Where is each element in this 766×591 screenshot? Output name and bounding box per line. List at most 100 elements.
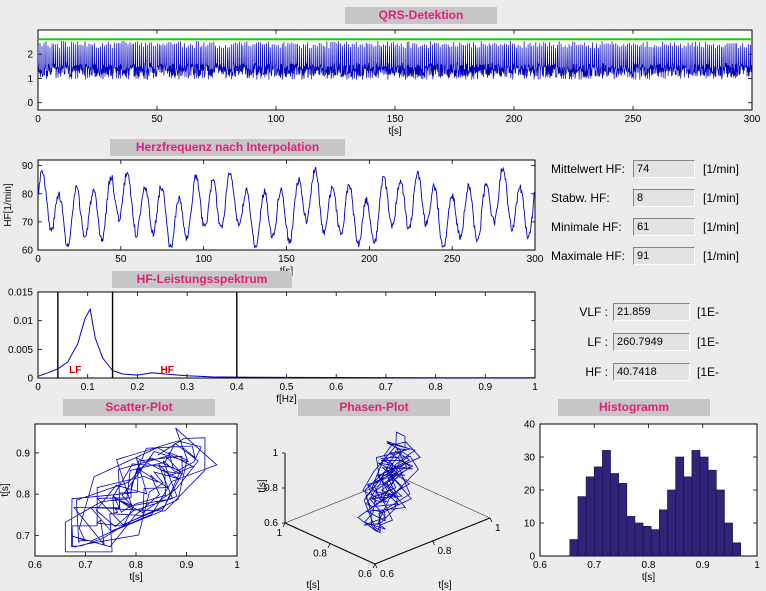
svg-text:1: 1 bbox=[495, 523, 501, 534]
phase-panel-title: Phasen-Plot bbox=[298, 399, 450, 416]
heart-rate-panel-title: Herzfrequenz nach Interpolation bbox=[110, 139, 345, 156]
lf-label: LF : bbox=[587, 334, 608, 349]
std-hf-row: Stabw. HF: 8 [1/min] bbox=[551, 188, 740, 207]
svg-text:250: 250 bbox=[444, 254, 461, 265]
svg-text:250: 250 bbox=[625, 114, 642, 125]
svg-text:300: 300 bbox=[744, 114, 761, 125]
vlf-value: 21.859 bbox=[617, 305, 651, 318]
max-hf-label: Maximale HF: bbox=[551, 248, 626, 263]
svg-text:30: 30 bbox=[524, 453, 536, 464]
svg-text:0.4: 0.4 bbox=[230, 382, 244, 393]
svg-text:0.8: 0.8 bbox=[438, 546, 452, 557]
svg-text:1: 1 bbox=[234, 560, 240, 571]
svg-text:0: 0 bbox=[27, 374, 33, 385]
phase-plot-chart: 0.6 0.6 0.6 0.8 0.8 0.8 1 1 1 t[s] t[s] t[s] bbox=[257, 431, 501, 591]
mean-hf-value: 74 bbox=[637, 162, 650, 175]
hf-power-label: HF : bbox=[585, 364, 608, 379]
svg-text:0.005: 0.005 bbox=[8, 345, 33, 356]
svg-text:f[Hz]: f[Hz] bbox=[276, 394, 297, 405]
hf-power-unit: [1E- bbox=[697, 364, 720, 379]
std-hf-field[interactable]: 8 bbox=[633, 188, 695, 207]
svg-text:0.8: 0.8 bbox=[313, 549, 327, 560]
svg-text:40: 40 bbox=[524, 420, 536, 431]
heart-rate-chart: 05010015020025030060708090t[s]HF[1/min] bbox=[3, 159, 544, 277]
svg-text:0: 0 bbox=[35, 254, 41, 265]
mean-hf-label: Mittelwert HF: bbox=[551, 161, 626, 176]
svg-text:0.1: 0.1 bbox=[81, 382, 95, 393]
svg-text:t[s]: t[s] bbox=[129, 572, 143, 583]
svg-text:0.7: 0.7 bbox=[587, 560, 601, 571]
svg-text:HF: HF bbox=[161, 365, 174, 376]
max-hf-unit: [1/min] bbox=[703, 248, 740, 263]
max-hf-field[interactable]: 91 bbox=[633, 246, 695, 265]
svg-text:150: 150 bbox=[387, 114, 404, 125]
std-hf-value: 8 bbox=[637, 191, 644, 204]
svg-text:300: 300 bbox=[527, 254, 544, 265]
vlf-field[interactable]: 21.859 bbox=[613, 302, 690, 321]
svg-text:0.6: 0.6 bbox=[329, 382, 343, 393]
svg-text:0.6: 0.6 bbox=[358, 569, 372, 580]
qrs-panel-title: QRS-Detektion bbox=[345, 7, 497, 24]
svg-text:50: 50 bbox=[151, 114, 163, 125]
lf-value: 260.7949 bbox=[617, 335, 663, 348]
max-hf-row: Maximale HF: 91 [1/min] bbox=[551, 246, 740, 265]
std-hf-unit: [1/min] bbox=[703, 190, 740, 205]
min-hf-value: 61 bbox=[637, 220, 650, 233]
mean-hf-row: Mittelwert HF: 74 [1/min] bbox=[551, 159, 739, 178]
mean-hf-field[interactable]: 74 bbox=[633, 159, 695, 178]
svg-text:1: 1 bbox=[27, 74, 33, 85]
hf-power-value: 40.7418 bbox=[617, 365, 657, 378]
svg-text:200: 200 bbox=[506, 114, 523, 125]
svg-text:1: 1 bbox=[754, 560, 760, 571]
svg-text:t[s]: t[s] bbox=[438, 580, 452, 591]
svg-text:0.6: 0.6 bbox=[264, 518, 278, 529]
svg-text:0.8: 0.8 bbox=[642, 560, 656, 571]
lf-unit: [1E- bbox=[697, 334, 720, 349]
svg-text:0: 0 bbox=[35, 382, 41, 393]
histogram-panel-title: Histogramm bbox=[558, 399, 710, 416]
svg-text:1: 1 bbox=[276, 528, 282, 539]
qrs-detection-chart: 0 50 100 150 200 250 300 0 1 2 t[s] bbox=[27, 29, 761, 137]
svg-text:0.9: 0.9 bbox=[16, 448, 30, 459]
lf-row: LF : 260.7949 [1E- bbox=[558, 332, 720, 351]
scatter-panel-title: Scatter-Plot bbox=[63, 399, 215, 416]
vlf-unit: [1E- bbox=[697, 304, 720, 319]
svg-text:90: 90 bbox=[22, 161, 34, 172]
hf-power-field[interactable]: 40.7418 bbox=[613, 362, 690, 381]
svg-text:100: 100 bbox=[195, 254, 212, 265]
svg-text:0.01: 0.01 bbox=[14, 316, 34, 327]
vlf-row: VLF : 21.859 [1E- bbox=[558, 302, 720, 321]
svg-text:0.3: 0.3 bbox=[180, 382, 194, 393]
vlf-label: VLF : bbox=[579, 304, 608, 319]
svg-text:t[s]: t[s] bbox=[257, 479, 268, 493]
lf-field[interactable]: 260.7949 bbox=[613, 332, 690, 351]
svg-text:0.7: 0.7 bbox=[79, 560, 93, 571]
min-hf-label: Minimale HF: bbox=[551, 219, 622, 234]
svg-text:0: 0 bbox=[27, 98, 33, 109]
scatter-plot-chart: 0.6 0.7 0.8 0.9 1 0.7 0.8 0.9 t[s] t[s] bbox=[0, 423, 240, 583]
svg-text:0.8: 0.8 bbox=[264, 483, 278, 494]
svg-text:t[s]: t[s] bbox=[306, 580, 320, 591]
svg-text:0.7: 0.7 bbox=[16, 531, 30, 542]
svg-text:0.9: 0.9 bbox=[478, 382, 492, 393]
svg-text:0.8: 0.8 bbox=[429, 382, 443, 393]
svg-text:0: 0 bbox=[35, 114, 41, 125]
svg-text:200: 200 bbox=[361, 254, 378, 265]
svg-text:HF[1/min]: HF[1/min] bbox=[3, 183, 14, 227]
svg-text:0.7: 0.7 bbox=[379, 382, 393, 393]
svg-text:LF: LF bbox=[69, 365, 81, 376]
svg-text:0.015: 0.015 bbox=[8, 288, 33, 299]
svg-text:80: 80 bbox=[22, 189, 34, 200]
hf-power-row: HF : 40.7418 [1E- bbox=[558, 362, 720, 381]
svg-text:0: 0 bbox=[529, 552, 535, 563]
svg-text:150: 150 bbox=[278, 254, 295, 265]
min-hf-unit: [1/min] bbox=[703, 219, 740, 234]
svg-text:0.6: 0.6 bbox=[28, 560, 42, 571]
max-hf-value: 91 bbox=[637, 249, 650, 262]
svg-text:60: 60 bbox=[22, 246, 34, 257]
min-hf-field[interactable]: 61 bbox=[633, 217, 695, 236]
svg-text:10: 10 bbox=[524, 519, 536, 530]
min-hf-row: Minimale HF: 61 [1/min] bbox=[551, 217, 740, 236]
svg-text:0.8: 0.8 bbox=[129, 560, 143, 571]
